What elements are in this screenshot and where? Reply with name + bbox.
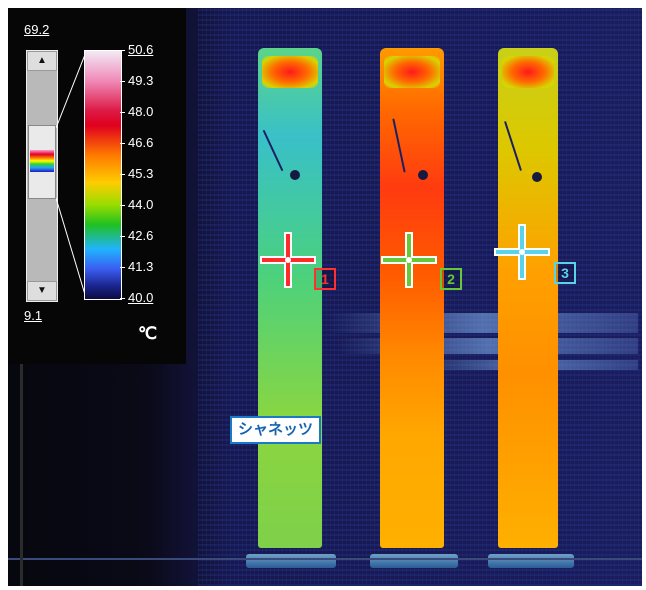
floor-line — [8, 558, 642, 560]
measurement-crosshair-3[interactable] — [494, 224, 550, 280]
thermal-image-viewer: 1 2 3 シャネッツ 69.2 ▲ ▼ — [8, 8, 642, 586]
scale-tick — [120, 81, 125, 82]
scale-label: 40.0 — [128, 290, 154, 305]
scale-label: 49.3 — [128, 73, 154, 88]
palette-preview — [30, 150, 54, 172]
pipe-2-knob — [418, 170, 428, 180]
color-scale-bar — [84, 50, 122, 300]
pipe-3-base — [488, 554, 574, 568]
measurement-marker-1: 1 — [314, 268, 336, 290]
pipe-1-cap — [262, 56, 318, 88]
scale-label: 45.3 — [128, 166, 154, 181]
pipe-2 — [380, 48, 444, 548]
pipe-1-knob — [290, 170, 300, 180]
scale-tick — [120, 236, 125, 237]
pipe-2-base — [370, 554, 458, 568]
scale-tick — [120, 298, 125, 299]
pipe-3-cap — [502, 56, 554, 88]
pipe-2-cap — [384, 56, 440, 88]
scale-tick — [120, 50, 125, 51]
pipe-3-wire — [504, 120, 522, 172]
measurement-crosshair-2[interactable] — [381, 232, 437, 288]
range-min-value: 9.1 — [24, 308, 43, 323]
scale-label: 41.3 — [128, 259, 154, 274]
scale-tick — [120, 112, 125, 113]
pipe-1-base — [246, 554, 336, 568]
slider-connector-lines — [56, 51, 86, 299]
pipe-2-wire — [392, 118, 406, 173]
scale-tick — [120, 267, 125, 268]
scale-label: 44.0 — [128, 197, 154, 212]
scale-tick — [120, 205, 125, 206]
range-slider[interactable]: ▲ ▼ — [26, 50, 58, 302]
pipe-3-knob — [532, 172, 542, 182]
scale-label: 42.6 — [128, 228, 154, 243]
slider-thumb[interactable] — [28, 125, 56, 199]
measurement-marker-2: 2 — [440, 268, 462, 290]
range-max-value: 69.2 — [24, 22, 50, 37]
scale-label: 48.0 — [128, 104, 154, 119]
scale-label: 50.6 — [128, 42, 154, 57]
pipe-1 — [258, 48, 322, 548]
pipe-3 — [498, 48, 558, 548]
temperature-unit: ℃ — [138, 324, 158, 343]
temperature-scale-panel: 69.2 ▲ ▼ 50.6 49.3 48.0 46.6 45.3 44.0 4… — [8, 8, 186, 364]
pipe-1-wire — [262, 129, 284, 172]
slider-up-button[interactable]: ▲ — [27, 51, 57, 71]
measurement-crosshair-1[interactable] — [260, 232, 316, 288]
background-heat-band — [328, 313, 638, 333]
scale-tick — [120, 174, 125, 175]
slider-down-button[interactable]: ▼ — [27, 281, 57, 301]
sample-label-tag: シャネッツ — [230, 416, 322, 444]
measurement-marker-3: 3 — [554, 262, 576, 284]
scale-label: 46.6 — [128, 135, 154, 150]
scale-tick — [120, 143, 125, 144]
